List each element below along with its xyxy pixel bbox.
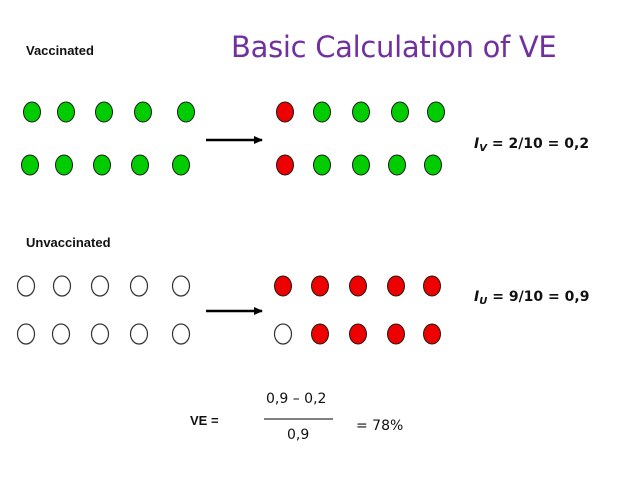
formula-result: = 78% bbox=[356, 418, 404, 434]
unvaccinated-after-top-dot-red bbox=[349, 275, 367, 297]
unvaccinated-after-bottom-dot-red bbox=[387, 323, 405, 345]
unvaccinated-before-bottom-dot-empty bbox=[16, 323, 36, 345]
vaccinated-after-top-dot-green bbox=[313, 101, 331, 123]
unvaccinated-after-bottom-dot-red bbox=[349, 323, 367, 345]
ve-label: VE = bbox=[190, 413, 219, 428]
unvaccinated-after-bottom-dot-red bbox=[311, 323, 329, 345]
vaccinated-before-top-dot-green bbox=[23, 101, 41, 123]
vaccinated-before-bottom-dot-green bbox=[172, 154, 190, 176]
vaccinated-after-bottom-dot-green bbox=[313, 154, 331, 176]
unvaccinated-incidence: IU = 9/10 = 0,9 bbox=[474, 289, 589, 307]
page-title: Basic Calculation of VE bbox=[231, 30, 557, 64]
formula-numerator: 0,9 – 0,2 bbox=[266, 391, 327, 407]
unvaccinated-before-top-dot-empty bbox=[171, 275, 191, 297]
unvaccinated-rate-sub: U bbox=[479, 296, 488, 307]
vaccinated-before-bottom-dot-green bbox=[21, 154, 39, 176]
vaccinated-after-top-dot-green bbox=[427, 101, 445, 123]
vaccinated-before-bottom-dot-green bbox=[131, 154, 149, 176]
vaccinated-before-bottom-dot-green bbox=[55, 154, 73, 176]
vaccinated-incidence: IV = 2/10 = 0,2 bbox=[474, 136, 589, 154]
vaccinated-before-top-dot-green bbox=[134, 101, 152, 123]
unvaccinated-before-top-dot-empty bbox=[90, 275, 110, 297]
unvaccinated-before-top-dot-empty bbox=[129, 275, 149, 297]
vaccinated-before-top-dot-green bbox=[177, 101, 195, 123]
vaccinated-after-top-dot-red bbox=[276, 101, 294, 123]
unvaccinated-before-bottom-dot-empty bbox=[90, 323, 110, 345]
vaccinated-after-bottom-dot-red bbox=[276, 154, 294, 176]
unvaccinated-before-top-dot-empty bbox=[16, 275, 36, 297]
dot-groups bbox=[16, 101, 445, 345]
vaccinated-rate-sub: V bbox=[479, 143, 487, 154]
vaccinated-after-top-dot-green bbox=[391, 101, 409, 123]
unvaccinated-after-bottom-dot-red bbox=[423, 323, 441, 345]
unvaccinated-before-bottom-dot-empty bbox=[171, 323, 191, 345]
vaccinated-rate-var: I bbox=[474, 136, 480, 152]
unvaccinated-label: Unvaccinated bbox=[26, 235, 111, 250]
vaccinated-after-top-dot-green bbox=[352, 101, 370, 123]
vaccinated-after-bottom-dot-green bbox=[424, 154, 442, 176]
unvaccinated-rate-var: I bbox=[474, 289, 480, 305]
vaccinated-after-bottom-dot-green bbox=[388, 154, 406, 176]
unvaccinated-before-bottom-dot-empty bbox=[129, 323, 149, 345]
unvaccinated-after-top-dot-red bbox=[387, 275, 405, 297]
unvaccinated-after-bottom-dot-empty bbox=[273, 323, 293, 345]
unvaccinated-after-top-dot-red bbox=[274, 275, 292, 297]
vaccinated-label: Vaccinated bbox=[26, 43, 94, 58]
unvaccinated-before-top-dot-empty bbox=[52, 275, 72, 297]
vaccinated-after-bottom-dot-green bbox=[352, 154, 370, 176]
unvaccinated-rate-expr: = 9/10 = 0,9 bbox=[492, 289, 590, 305]
vaccinated-before-bottom-dot-green bbox=[93, 154, 111, 176]
unvaccinated-before-bottom-dot-empty bbox=[51, 323, 71, 345]
vaccinated-before-top-dot-green bbox=[95, 101, 113, 123]
vaccinated-before-top-dot-green bbox=[57, 101, 75, 123]
formula-denominator: 0,9 bbox=[287, 427, 310, 443]
unvaccinated-after-top-dot-red bbox=[311, 275, 329, 297]
unvaccinated-after-top-dot-red bbox=[423, 275, 441, 297]
vaccinated-rate-expr: = 2/10 = 0,2 bbox=[491, 136, 590, 152]
